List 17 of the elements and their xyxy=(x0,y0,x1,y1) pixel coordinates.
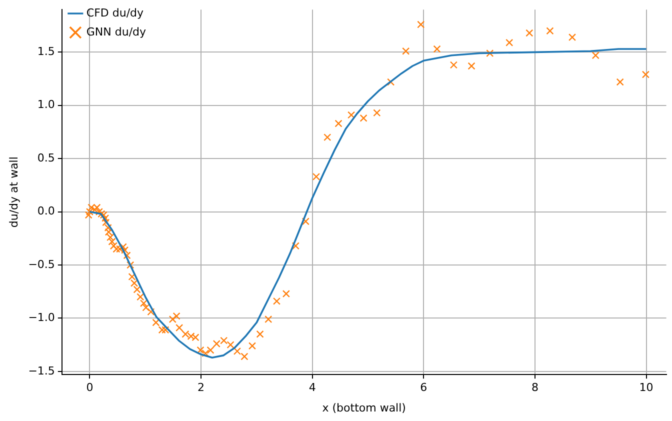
x-tick-label: 6 xyxy=(420,381,428,394)
y-axis-title: du/dy at wall xyxy=(7,156,20,228)
x-axis-title: x (bottom wall) xyxy=(322,401,406,414)
y-tick-label: 1.0 xyxy=(37,98,55,112)
x-tick-label: 0 xyxy=(86,381,94,394)
y-tick-label: 0.5 xyxy=(37,151,55,164)
y-tick-label: −1.5 xyxy=(28,364,55,378)
x-tick-label: 8 xyxy=(531,381,538,394)
x-tick-label: 10 xyxy=(639,381,654,394)
y-tick-label: −1.0 xyxy=(28,311,55,324)
y-tick-label: −0.5 xyxy=(28,258,55,271)
y-tick-label: 1.5 xyxy=(37,45,55,58)
legend-label: GNN du/dy xyxy=(86,25,147,38)
legend-label: CFD du/dy xyxy=(86,6,144,20)
x-tick-label: 4 xyxy=(308,381,316,394)
x-tick-label: 2 xyxy=(198,381,205,394)
y-tick-label: 0.0 xyxy=(37,204,55,218)
